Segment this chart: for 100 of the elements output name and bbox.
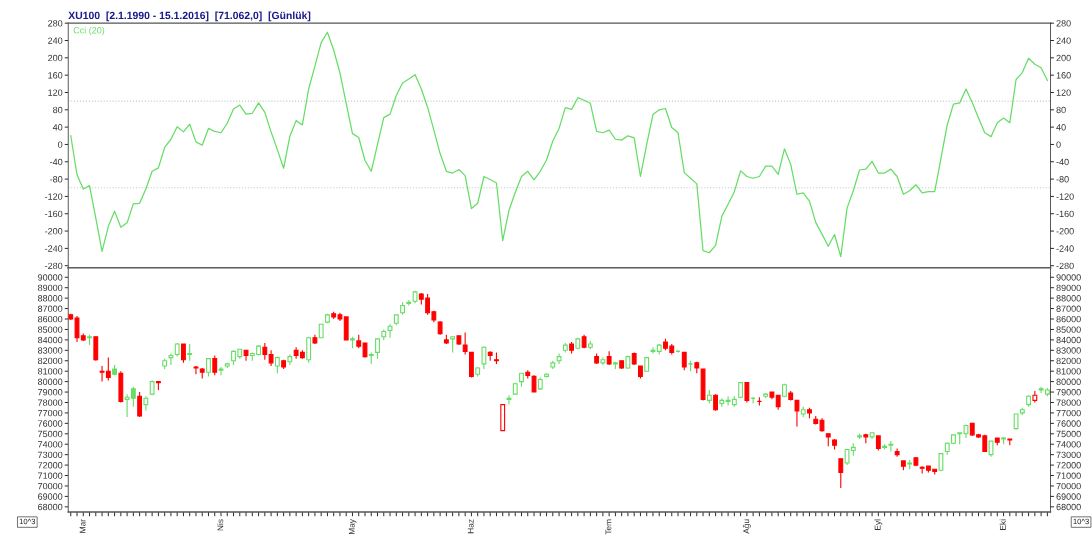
y2-tick-label: 80000 [1056, 378, 1081, 385]
candlestick [387, 323, 393, 339]
y-tick-label: -280 [45, 262, 63, 270]
candlestick [193, 365, 199, 375]
y2-tick-label: 72000 [1056, 462, 1081, 469]
candlestick [212, 354, 218, 376]
y2-tick-label: 87000 [1056, 305, 1081, 312]
y2-tick-label: 80 [1056, 106, 1066, 114]
x-tick-label: May [348, 519, 357, 535]
y2-tick-label: 78000 [1056, 399, 1081, 406]
y2-tick-label: 83000 [1056, 347, 1081, 354]
y-tick-label: 72000 [38, 462, 63, 469]
y-tick-label: 80000 [37, 378, 63, 385]
candlestick [462, 332, 468, 356]
y-tick-label: 240 [48, 37, 63, 44]
y-tick-label: 85000 [37, 326, 63, 333]
y2-tick-label: 88000 [1056, 295, 1081, 302]
y2-tick-label: 82000 [1056, 357, 1081, 365]
y-tick-label: 82000 [37, 357, 63, 365]
y2-tick-label: 77000 [1056, 409, 1081, 417]
y2-tick-label: 280 [1056, 20, 1071, 27]
y-tick-label: 200 [48, 54, 63, 62]
candlestick [650, 346, 656, 355]
x-tick-label: Nis [217, 519, 224, 531]
chart-title: XU100 [2.1.1990 - 15.1.2016] [71.062,0] [Günlük] [68, 11, 311, 22]
candlestick [343, 316, 349, 341]
y-tick-label: 68000 [38, 503, 63, 511]
y2-tick-label: 240 [1056, 37, 1071, 44]
y-tick-label: -80 [50, 176, 63, 183]
candlestick [750, 396, 756, 405]
y-tick-label: 120 [48, 89, 63, 96]
y-tick-label: 78000 [38, 399, 63, 406]
text: Cci (20) [73, 26, 105, 36]
y2-tick-label: -200 [1056, 228, 1074, 235]
candlestick [506, 394, 512, 406]
y2-tick-label: -160 [1056, 210, 1074, 218]
y2-tick-label: 79000 [1056, 389, 1081, 396]
y2-tick-label: 0 [1056, 141, 1061, 148]
x-tick-label: Haz [467, 519, 474, 534]
candlestick [218, 366, 224, 376]
y-tick-label: 71000 [38, 472, 63, 479]
candlestick [137, 391, 143, 418]
y2-tick-label: 75000 [1056, 430, 1081, 438]
y-tick-label: 90000 [38, 274, 63, 281]
x-tick-label: Mar [79, 519, 86, 533]
x-tick-label: Ağu [742, 519, 751, 534]
y-tick-label: 88000 [37, 295, 63, 302]
y-tick-label: 160 [48, 72, 63, 79]
y2-tick-label: 81000 [1056, 368, 1081, 375]
y2-tick-label: -240 [1056, 245, 1074, 252]
y-tick-label: 40 [52, 124, 63, 131]
y-tick-label: 84000 [37, 336, 63, 344]
y-tick-label: 75000 [38, 430, 63, 438]
y-tick-label: 89000 [37, 284, 63, 292]
candlestick [794, 399, 800, 428]
y-tick-label: 86000 [37, 315, 63, 323]
candlestick [888, 440, 894, 453]
y-tick-label: 77000 [38, 409, 63, 417]
y2-tick-label: -120 [1056, 193, 1074, 200]
candlestick [481, 345, 487, 370]
y-tick-label: 70000 [38, 482, 63, 490]
y-tick-label: -40 [50, 158, 63, 166]
y2-tick-label: 200 [1056, 54, 1071, 62]
y2-tick-label: 69000 [1056, 493, 1081, 500]
y2-tick-label: -280 [1056, 262, 1074, 270]
y-tick-label: -160 [45, 210, 63, 218]
y-tick-label: 74000 [38, 441, 63, 448]
candlestick [181, 343, 186, 364]
y-tick-label: 87000 [37, 305, 63, 312]
candlestick [306, 336, 312, 364]
y-tick-label: 76000 [38, 420, 63, 427]
x-tick-label: Eki [999, 519, 1006, 530]
y2-tick-label: 73000 [1056, 451, 1081, 459]
candlestick [375, 338, 380, 360]
candlestick [93, 336, 99, 362]
y-tick-label: 280 [48, 20, 63, 27]
y2-tick-label: 89000 [1056, 284, 1081, 292]
y-tick-label: 83000 [37, 347, 63, 354]
candlestick [468, 351, 474, 379]
y2-tick-label: 74000 [1056, 441, 1081, 448]
y2-tick-label: 86000 [1056, 315, 1081, 323]
y2-tick-label: 71000 [1056, 472, 1081, 479]
y-tick-label: -200 [45, 228, 63, 235]
candlestick [838, 458, 844, 489]
y-tick-label: 0 [58, 141, 63, 148]
candlestick [675, 349, 681, 353]
y2-tick-label: 160 [1056, 72, 1071, 79]
y2-tick-label: 120 [1056, 89, 1071, 96]
y-tick-label: 81000 [37, 368, 63, 375]
candlestick [894, 447, 900, 458]
y-tick-label: 80 [53, 106, 63, 114]
y2-tick-label: -40 [1056, 158, 1069, 166]
y2-tick-label: 70000 [1056, 482, 1081, 490]
y2-tick-label: 68000 [1056, 503, 1081, 511]
y-tick-label: -120 [45, 193, 63, 200]
y2-tick-label: 76000 [1056, 420, 1081, 427]
y2-tick-label: 90000 [1056, 274, 1081, 281]
y2-tick-label: 85000 [1056, 326, 1081, 333]
y-tick-label: 79000 [38, 389, 63, 396]
y-tick-label: -240 [45, 245, 63, 252]
